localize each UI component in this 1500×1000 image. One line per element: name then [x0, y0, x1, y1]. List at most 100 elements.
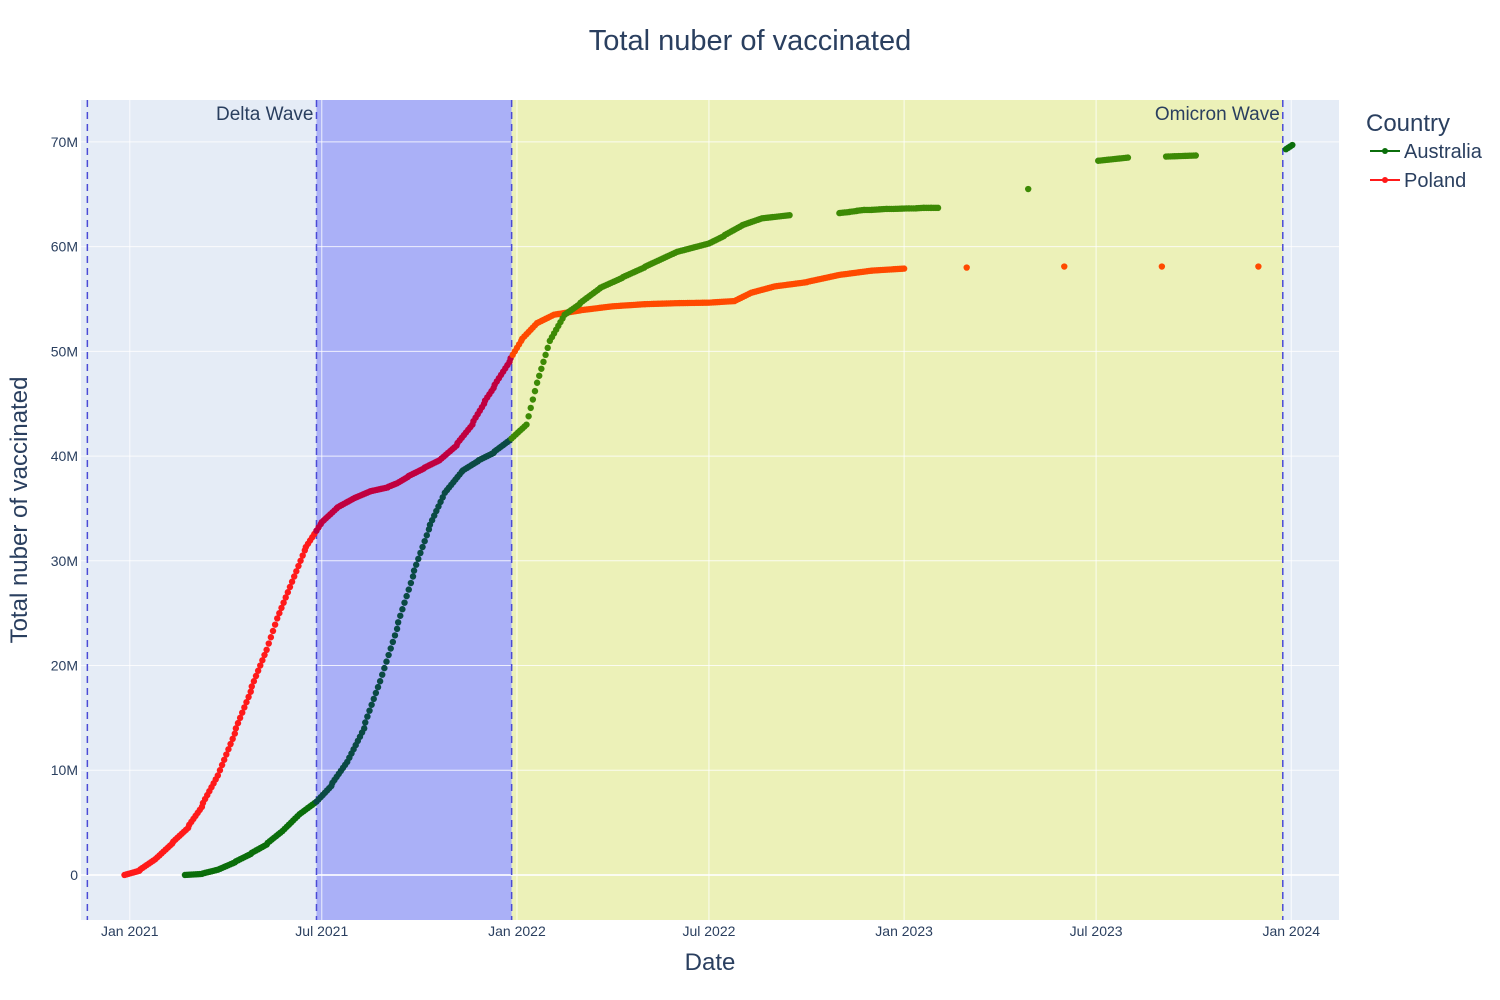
omicron-wave-label: Omicron Wave	[1155, 104, 1280, 125]
data-point-poland	[269, 627, 277, 635]
data-point-poland	[297, 557, 304, 564]
y-tick-label: 30M	[51, 553, 78, 569]
data-point-poland	[293, 568, 300, 575]
data-point-australia	[372, 689, 380, 697]
data-point-australia	[540, 358, 547, 366]
shaded-regions	[316, 100, 1283, 920]
data-point-poland	[234, 719, 242, 727]
legend: Country Australia Poland	[1366, 110, 1483, 192]
data-point-poland	[225, 746, 232, 753]
data-point-poland	[274, 615, 281, 622]
data-point-australia	[533, 379, 541, 386]
data-point-poland	[265, 640, 272, 647]
data-point-australia	[407, 579, 415, 587]
data-point-poland	[231, 730, 239, 737]
data-point-australia	[405, 586, 412, 593]
x-tick-label: Jan 2023	[875, 923, 933, 939]
data-point-australia	[527, 404, 534, 412]
data-point-australia	[389, 638, 397, 646]
data-point-poland	[278, 604, 285, 612]
legend-marker-poland	[1382, 177, 1388, 183]
data-point-australia	[366, 707, 373, 714]
data-point-australia	[394, 619, 402, 626]
data-point-poland	[282, 594, 289, 601]
data-point-australia	[403, 592, 410, 600]
data-point-australia	[399, 606, 406, 613]
data-point-australia	[417, 549, 424, 557]
data-point-australia	[409, 573, 417, 580]
data-point-poland	[236, 714, 244, 722]
data-point-australia	[397, 612, 404, 619]
legend-label-australia: Australia	[1404, 141, 1483, 163]
data-point-poland	[218, 761, 226, 769]
data-point-australia	[1025, 185, 1032, 193]
y-tick-label: 0	[70, 867, 78, 883]
data-point-australia	[374, 683, 382, 691]
data-point-poland	[257, 662, 264, 669]
data-point-australia	[786, 211, 793, 219]
gridlines	[81, 100, 1339, 920]
data-point-poland	[239, 709, 246, 716]
data-point-australia	[379, 671, 386, 678]
data-point-australia	[934, 204, 942, 212]
data-point-poland	[291, 573, 298, 580]
data-point-poland	[245, 693, 252, 701]
series-points	[121, 141, 1296, 879]
data-point-australia	[368, 701, 375, 708]
data-point-australia	[362, 719, 369, 726]
y-tick-label: 10M	[51, 762, 78, 778]
data-point-poland	[284, 589, 292, 596]
data-point-australia	[536, 372, 543, 379]
x-tick-label: Jul 2022	[682, 923, 735, 939]
data-point-poland	[288, 578, 296, 585]
data-point-poland	[216, 767, 224, 774]
data-point-australia	[1289, 141, 1296, 149]
data-point-poland	[267, 634, 275, 641]
data-point-poland	[250, 678, 258, 685]
data-point-poland	[254, 667, 262, 674]
data-point-australia	[421, 537, 428, 545]
data-point-poland	[1158, 263, 1166, 270]
data-point-australia	[423, 532, 430, 539]
y-tick-label: 50M	[51, 343, 78, 359]
data-point-australia	[525, 413, 532, 420]
x-axis-title: Date	[685, 949, 736, 976]
data-point-australia	[531, 387, 539, 395]
data-point-poland	[295, 562, 302, 570]
data-point-poland	[214, 772, 222, 779]
shaded-region-2	[511, 100, 1283, 920]
x-tick-label: Jul 2021	[295, 923, 348, 939]
y-tick-label: 20M	[51, 658, 78, 674]
x-tick-label: Jan 2022	[488, 923, 546, 939]
data-point-australia	[419, 543, 426, 551]
data-point-poland	[232, 725, 240, 732]
data-point-poland	[247, 688, 254, 695]
data-point-australia	[376, 678, 384, 685]
data-point-australia	[538, 365, 545, 372]
data-point-poland	[241, 704, 248, 711]
data-point-poland	[220, 756, 228, 763]
data-point-australia	[1124, 154, 1132, 161]
legend-marker-australia	[1382, 148, 1388, 154]
region-annotations: Delta Wave Omicron Wave	[216, 104, 1280, 125]
data-point-poland	[263, 646, 270, 654]
wave-boundaries	[86, 100, 1284, 920]
data-point-australia	[415, 555, 422, 563]
data-point-australia	[393, 625, 401, 633]
shaded-region-1	[316, 100, 512, 920]
data-point-australia	[385, 651, 392, 659]
y-tick-label: 40M	[51, 448, 78, 464]
data-point-poland	[259, 657, 266, 664]
data-point-australia	[410, 567, 418, 574]
data-point-poland	[261, 651, 268, 659]
data-point-poland	[963, 264, 970, 271]
data-point-australia	[542, 351, 549, 359]
data-point-australia	[370, 695, 377, 703]
data-point-poland	[900, 265, 908, 272]
data-point-australia	[383, 658, 390, 665]
legend-label-poland: Poland	[1404, 170, 1466, 192]
data-point-poland	[1061, 263, 1068, 270]
y-axis-ticks: 0 10M 20M 30M 40M 50M 60M 70M	[51, 134, 78, 883]
